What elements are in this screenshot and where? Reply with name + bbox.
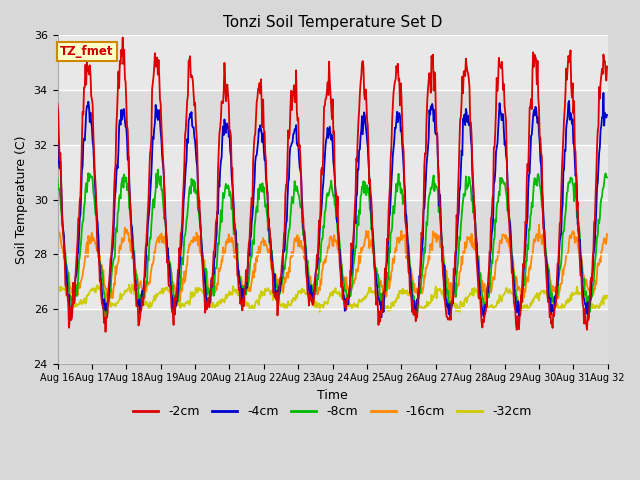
Text: TZ_fmet: TZ_fmet [60,45,114,58]
Bar [58,200,608,254]
X-axis label: Time: Time [317,389,348,402]
Bar [58,36,608,90]
Bar [58,145,608,200]
Legend: -2cm, -4cm, -8cm, -16cm, -32cm: -2cm, -4cm, -8cm, -16cm, -32cm [129,400,537,423]
Y-axis label: Soil Temperature (C): Soil Temperature (C) [15,135,28,264]
Title: Tonzi Soil Temperature Set D: Tonzi Soil Temperature Set D [223,15,442,30]
Bar [58,309,608,364]
Bar [58,254,608,309]
Bar [58,90,608,145]
